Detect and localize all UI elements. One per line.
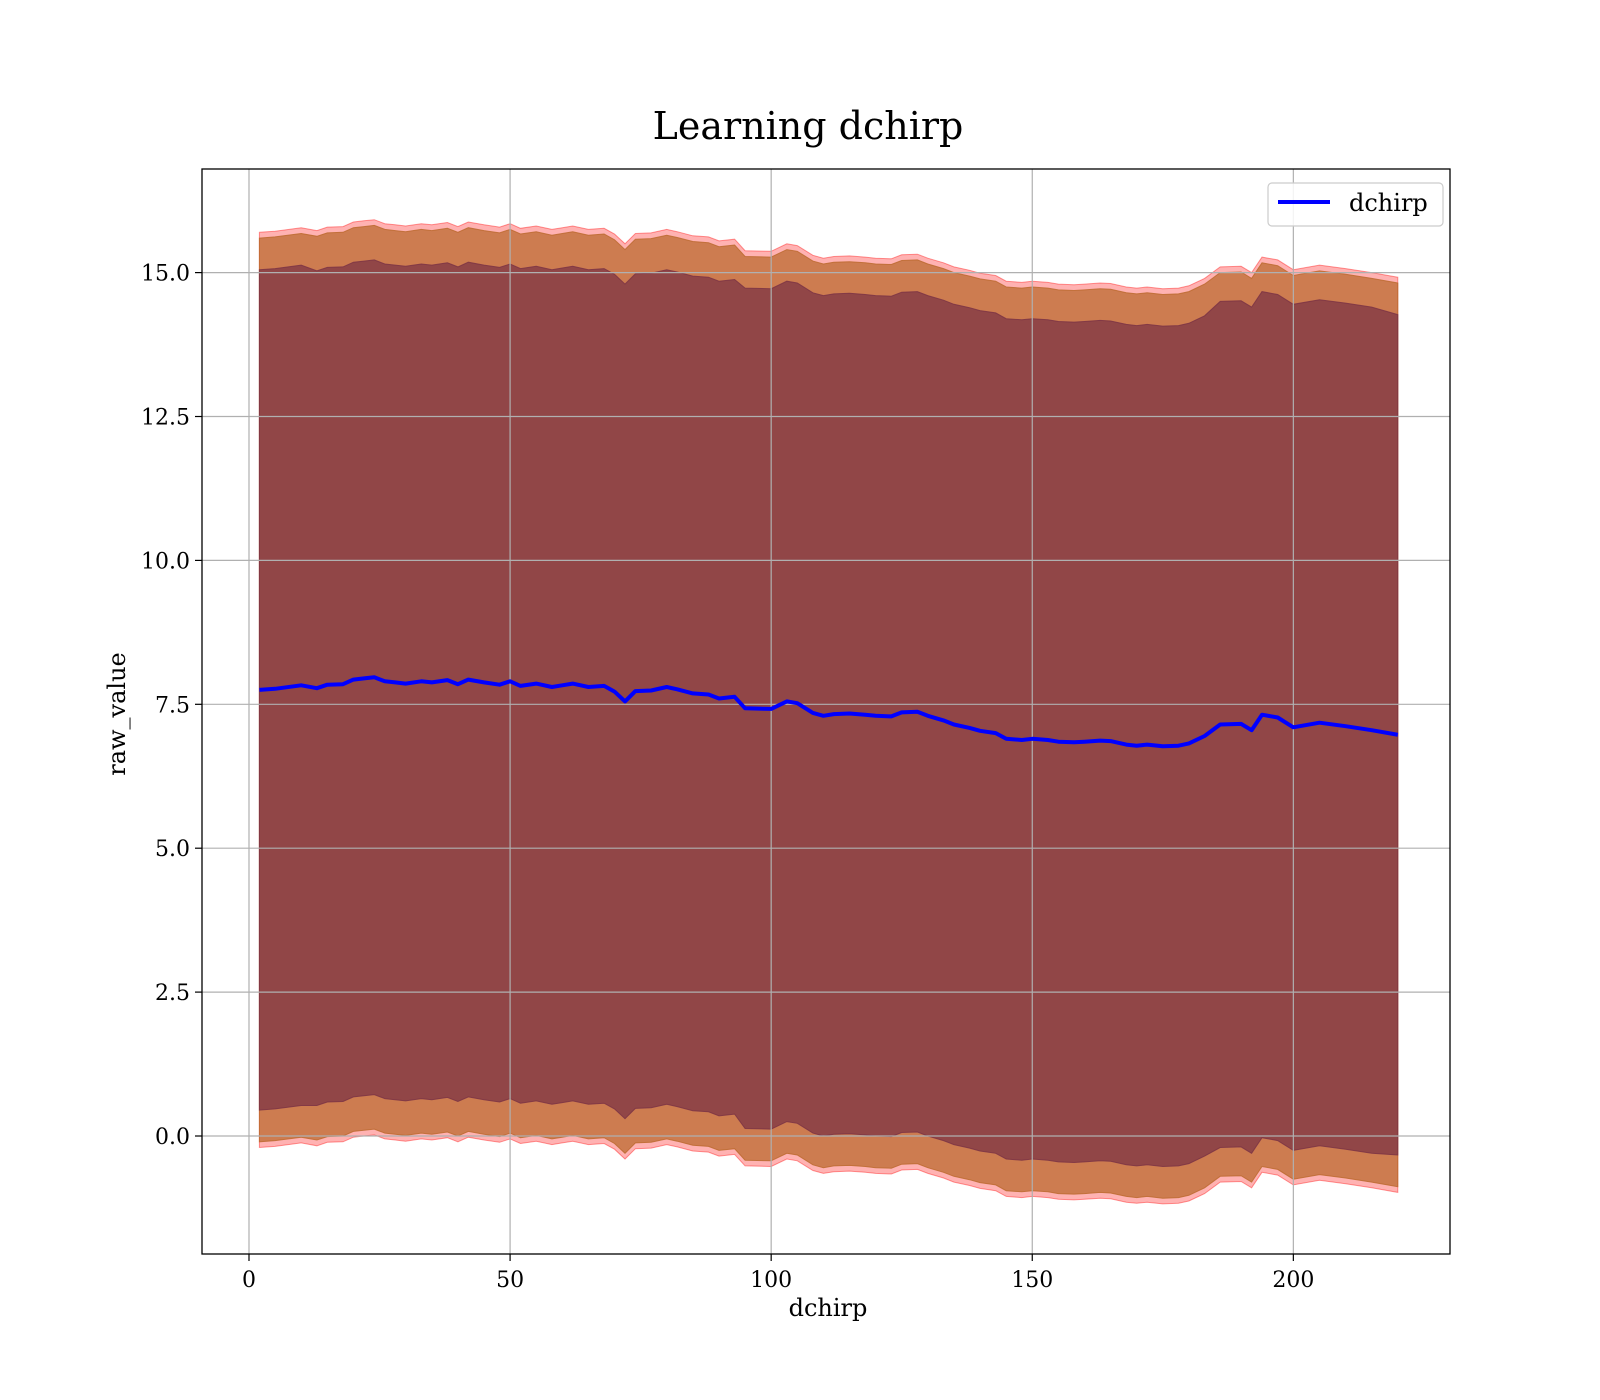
- series-lines: [259, 675, 1399, 749]
- legend: dchirp: [1267, 182, 1444, 227]
- y-axis-label: raw_value: [103, 652, 131, 776]
- x-tick-label: 200: [1272, 1268, 1314, 1293]
- y-tick-label: 5.0: [155, 837, 190, 862]
- x-tick-label: 100: [750, 1268, 792, 1293]
- y-tick-label: 7.5: [155, 693, 190, 718]
- plot-frame: [201, 168, 1451, 1255]
- x-tick-label: 50: [496, 1268, 524, 1293]
- grid-lines: [202, 169, 1450, 1254]
- legend-box: [1267, 182, 1444, 227]
- legend-label: dchirp: [1349, 189, 1428, 217]
- x-axis-label: dchirp: [789, 1294, 868, 1322]
- y-tick-label: 10.0: [141, 549, 190, 574]
- y-tick-label: 15.0: [141, 262, 190, 287]
- y-tick-label: 2.5: [155, 981, 190, 1006]
- chart-title: Learning dchirp: [653, 104, 964, 148]
- y-axis-ticks: 0.0 2.5 5.0 7.5 10.0 12.5 15.0: [141, 262, 202, 1150]
- series-line-dchirp: [259, 675, 1399, 749]
- confidence-bands: [258, 219, 1399, 1205]
- x-tick-label: 0: [242, 1268, 256, 1293]
- y-tick-label: 0.0: [155, 1125, 190, 1150]
- x-tick-label: 150: [1011, 1268, 1053, 1293]
- x-axis-ticks: 0 50 100 150 200: [242, 1254, 1314, 1293]
- y-tick-label: 12.5: [141, 406, 190, 431]
